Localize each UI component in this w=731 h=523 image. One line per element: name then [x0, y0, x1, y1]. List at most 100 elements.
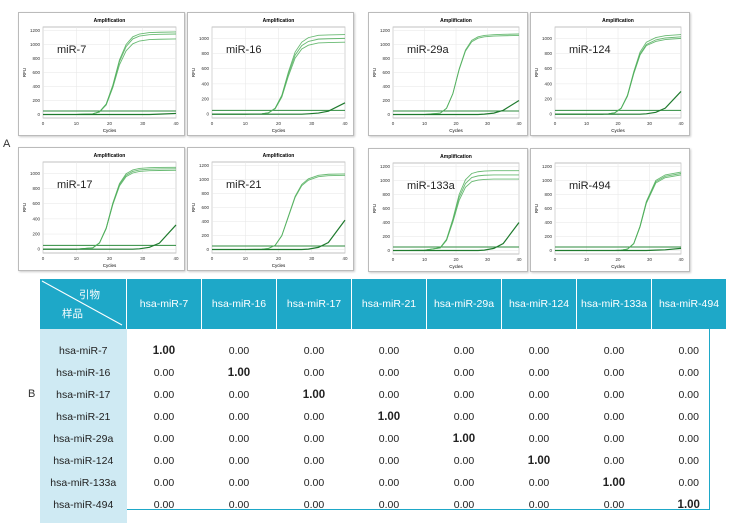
- table-cell: 0.00: [678, 367, 699, 379]
- series-line: [393, 222, 520, 252]
- table-cell: 0.00: [528, 411, 550, 423]
- chart-annotation: miR-16: [226, 44, 261, 56]
- table-row: hsa-miR-494 0.00 0.00 0.00 0.00 0.00 0.00 0.00 1…: [40, 494, 726, 523]
- table-cell: 0.00: [528, 345, 550, 357]
- table-cell: 1.00: [527, 455, 551, 467]
- table-row: hsa-miR-29a 0.00 0.00 0.00 0.00 1.00 0.00 0.00 0…: [40, 428, 726, 450]
- table-cell: 0.00: [603, 345, 625, 357]
- amplification-chart: 0 10 20 30 40 0 200 400 600 800 1000 1200 Cycles RFU m…: [530, 148, 690, 272]
- y-tick-label: 200: [544, 97, 552, 102]
- chart-annotation: miR-494: [569, 180, 611, 192]
- amplification-chart: Amplification 0 10 20 30 40 0 200 400 600 800 1000 1…: [368, 148, 528, 272]
- amplification-chart: Amplification 0 10 20 30 40 0 200 400 600 800 1000 1…: [187, 147, 354, 271]
- x-tick-label: 40: [678, 257, 684, 262]
- table-cell: 0.00: [453, 389, 475, 401]
- table-row: hsa-miR-21 0.00 0.00 0.00 1.00 0.00 0.00 0.00 0.…: [40, 406, 726, 428]
- x-tick-label: 10: [422, 121, 428, 126]
- y-tick-label: 0: [206, 112, 209, 117]
- table-cell: 0.00: [228, 477, 250, 489]
- primer-header: 引物: [79, 289, 100, 301]
- row-header: hsa-miR-133a: [40, 472, 127, 494]
- x-tick-label: 30: [140, 121, 146, 126]
- table-cell: 0.00: [678, 411, 699, 423]
- y-axis-label: RFU: [534, 204, 539, 213]
- amplification-chart: Amplification 0 10 20 30 40 0 200 400 600 800 1000 C…: [187, 12, 354, 136]
- table-cell: 1.00: [452, 433, 476, 445]
- table-row: hsa-miR-133a 0.00 0.00 0.00 0.00 0.00 0.00 1.00…: [40, 472, 726, 494]
- y-tick-label: 800: [201, 191, 209, 196]
- y-tick-label: 0: [387, 112, 390, 117]
- table-cell: 0.00: [678, 477, 699, 489]
- table-cell: 0.00: [603, 389, 625, 401]
- table-cell: 0.00: [453, 499, 475, 511]
- chart-annotation: miR-124: [569, 44, 611, 56]
- x-tick-label: 10: [74, 256, 80, 261]
- specificity-table: 引物 样品 hsa-miR-7 hsa-miR-16 hsa-miR-17 hsa-m…: [40, 279, 726, 523]
- y-tick-label: 400: [382, 220, 390, 225]
- row-header: hsa-miR-124: [40, 450, 127, 472]
- table-cell: 0.00: [453, 367, 475, 379]
- y-tick-label: 800: [32, 56, 40, 61]
- column-header: hsa-miR-16: [201, 279, 277, 329]
- table-cell: 0.00: [153, 367, 175, 379]
- y-tick-label: 200: [201, 97, 209, 102]
- row-header: hsa-miR-7: [40, 329, 127, 362]
- table-cell: 0.00: [153, 455, 175, 467]
- chart-title: Amplification: [263, 18, 295, 24]
- y-tick-label: 0: [549, 112, 552, 117]
- y-tick-label: 0: [37, 112, 40, 117]
- y-tick-label: 400: [382, 84, 390, 89]
- series-line: [393, 99, 520, 116]
- y-tick-label: 800: [32, 186, 40, 191]
- x-tick-label: 40: [516, 257, 522, 262]
- x-tick-label: 20: [276, 121, 282, 126]
- y-tick-label: 600: [32, 70, 40, 75]
- row-header: hsa-miR-21: [40, 406, 127, 428]
- series-line: [43, 112, 177, 116]
- y-tick-label: 1200: [199, 163, 210, 168]
- table-cell: 0.00: [453, 411, 475, 423]
- x-axis-label: Cycles: [449, 264, 463, 269]
- x-axis-label: Cycles: [103, 128, 117, 133]
- table-cell: 0.00: [603, 411, 625, 423]
- x-tick-label: 0: [392, 121, 395, 126]
- sample-header: 样品: [62, 308, 83, 320]
- row-header: hsa-miR-17: [40, 384, 127, 406]
- table-cell: 0.00: [603, 433, 625, 445]
- y-tick-label: 1000: [199, 36, 210, 41]
- table-cell: 0.00: [603, 367, 625, 379]
- y-tick-label: 1000: [380, 178, 391, 183]
- y-tick-label: 400: [32, 216, 40, 221]
- x-tick-label: 20: [615, 257, 621, 262]
- table-corner-header: 引物 样品: [40, 279, 127, 329]
- table-cell: 0.00: [228, 433, 250, 445]
- table-row: hsa-miR-7 1.00 0.00 0.00 0.00 0.00 0.00 0.00 0.0…: [40, 329, 726, 362]
- y-tick-label: 1200: [380, 164, 391, 169]
- x-tick-label: 20: [107, 256, 113, 261]
- x-axis-label: Cycles: [611, 264, 625, 269]
- y-tick-label: 800: [382, 56, 390, 61]
- amplification-chart: Amplification 0 10 20 30 40 0 200 400 600 800 1000 1…: [368, 12, 528, 136]
- table-row: hsa-miR-124 0.00 0.00 0.00 0.00 0.00 1.00 0.00 0…: [40, 450, 726, 472]
- chart-title: Amplification: [602, 18, 634, 24]
- table-cell: 0.00: [153, 389, 175, 401]
- chart-title: Amplification: [263, 153, 295, 159]
- chart-title: Amplification: [440, 154, 472, 160]
- x-tick-label: 0: [554, 257, 557, 262]
- y-axis-label: RFU: [22, 203, 27, 212]
- y-tick-label: 1200: [542, 164, 553, 169]
- y-tick-label: 600: [201, 205, 209, 210]
- table-cell: 0.00: [303, 411, 325, 423]
- x-tick-label: 30: [309, 256, 315, 261]
- x-tick-label: 0: [42, 121, 45, 126]
- series-line: [393, 178, 519, 251]
- x-tick-label: 20: [615, 121, 621, 126]
- x-axis-label: Cycles: [449, 128, 463, 133]
- column-header: hsa-miR-21: [351, 279, 427, 329]
- chart-annotation: miR-17: [57, 179, 92, 191]
- x-tick-label: 40: [342, 121, 348, 126]
- row-header: hsa-miR-16: [40, 362, 127, 384]
- table-cell: 0.00: [453, 477, 475, 489]
- y-tick-label: 600: [382, 70, 390, 75]
- y-tick-label: 600: [544, 66, 552, 71]
